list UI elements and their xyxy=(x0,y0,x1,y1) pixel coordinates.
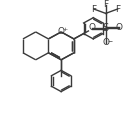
Text: F: F xyxy=(103,0,108,9)
Text: F: F xyxy=(91,4,96,13)
Text: S: S xyxy=(103,23,109,33)
Text: −: − xyxy=(107,38,113,43)
Text: O: O xyxy=(89,24,96,33)
Text: O: O xyxy=(102,38,109,47)
Text: O: O xyxy=(116,24,122,33)
Text: O: O xyxy=(58,27,65,36)
Text: F: F xyxy=(115,4,120,13)
Text: +: + xyxy=(62,27,68,32)
